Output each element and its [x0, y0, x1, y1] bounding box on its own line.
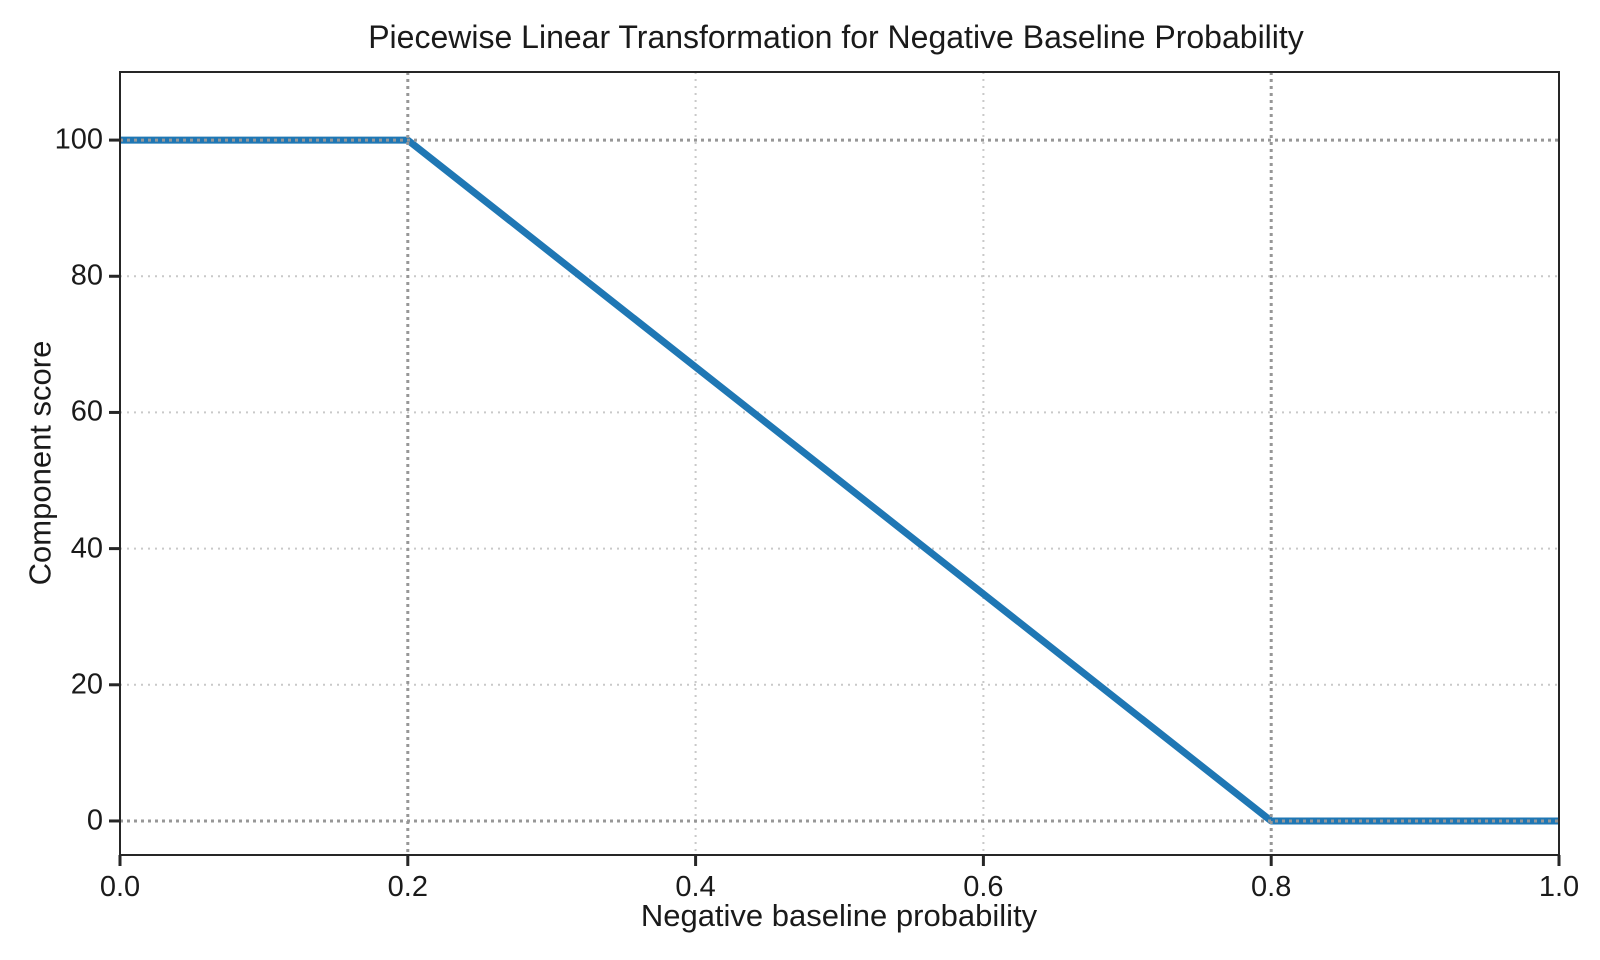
- y-axis-label: Component score: [22, 340, 58, 586]
- y-tick-label: 80: [70, 259, 103, 292]
- y-tick-label: 20: [70, 668, 103, 701]
- axes-spines: [119, 71, 1560, 856]
- x-tick-label: 1.0: [1538, 871, 1580, 903]
- x-axis-label: Negative baseline probability: [640, 898, 1038, 933]
- y-tick-label: 0: [86, 804, 103, 837]
- x-tick-label: 0.8: [1251, 871, 1292, 903]
- y-tick-label: 100: [54, 123, 103, 156]
- y-tick-label: 60: [70, 395, 103, 428]
- chart-title: Piecewise Linear Transformation for Nega…: [368, 19, 1304, 55]
- x-tick-label: 0.2: [387, 871, 428, 903]
- x-tick-label: 0.4: [675, 871, 716, 903]
- series-line-component-score-transform: [120, 136, 1559, 825]
- y-tick-label: 40: [70, 532, 103, 565]
- x-tick-label: 0.0: [99, 871, 141, 903]
- x-tick-label: 0.6: [963, 871, 1004, 903]
